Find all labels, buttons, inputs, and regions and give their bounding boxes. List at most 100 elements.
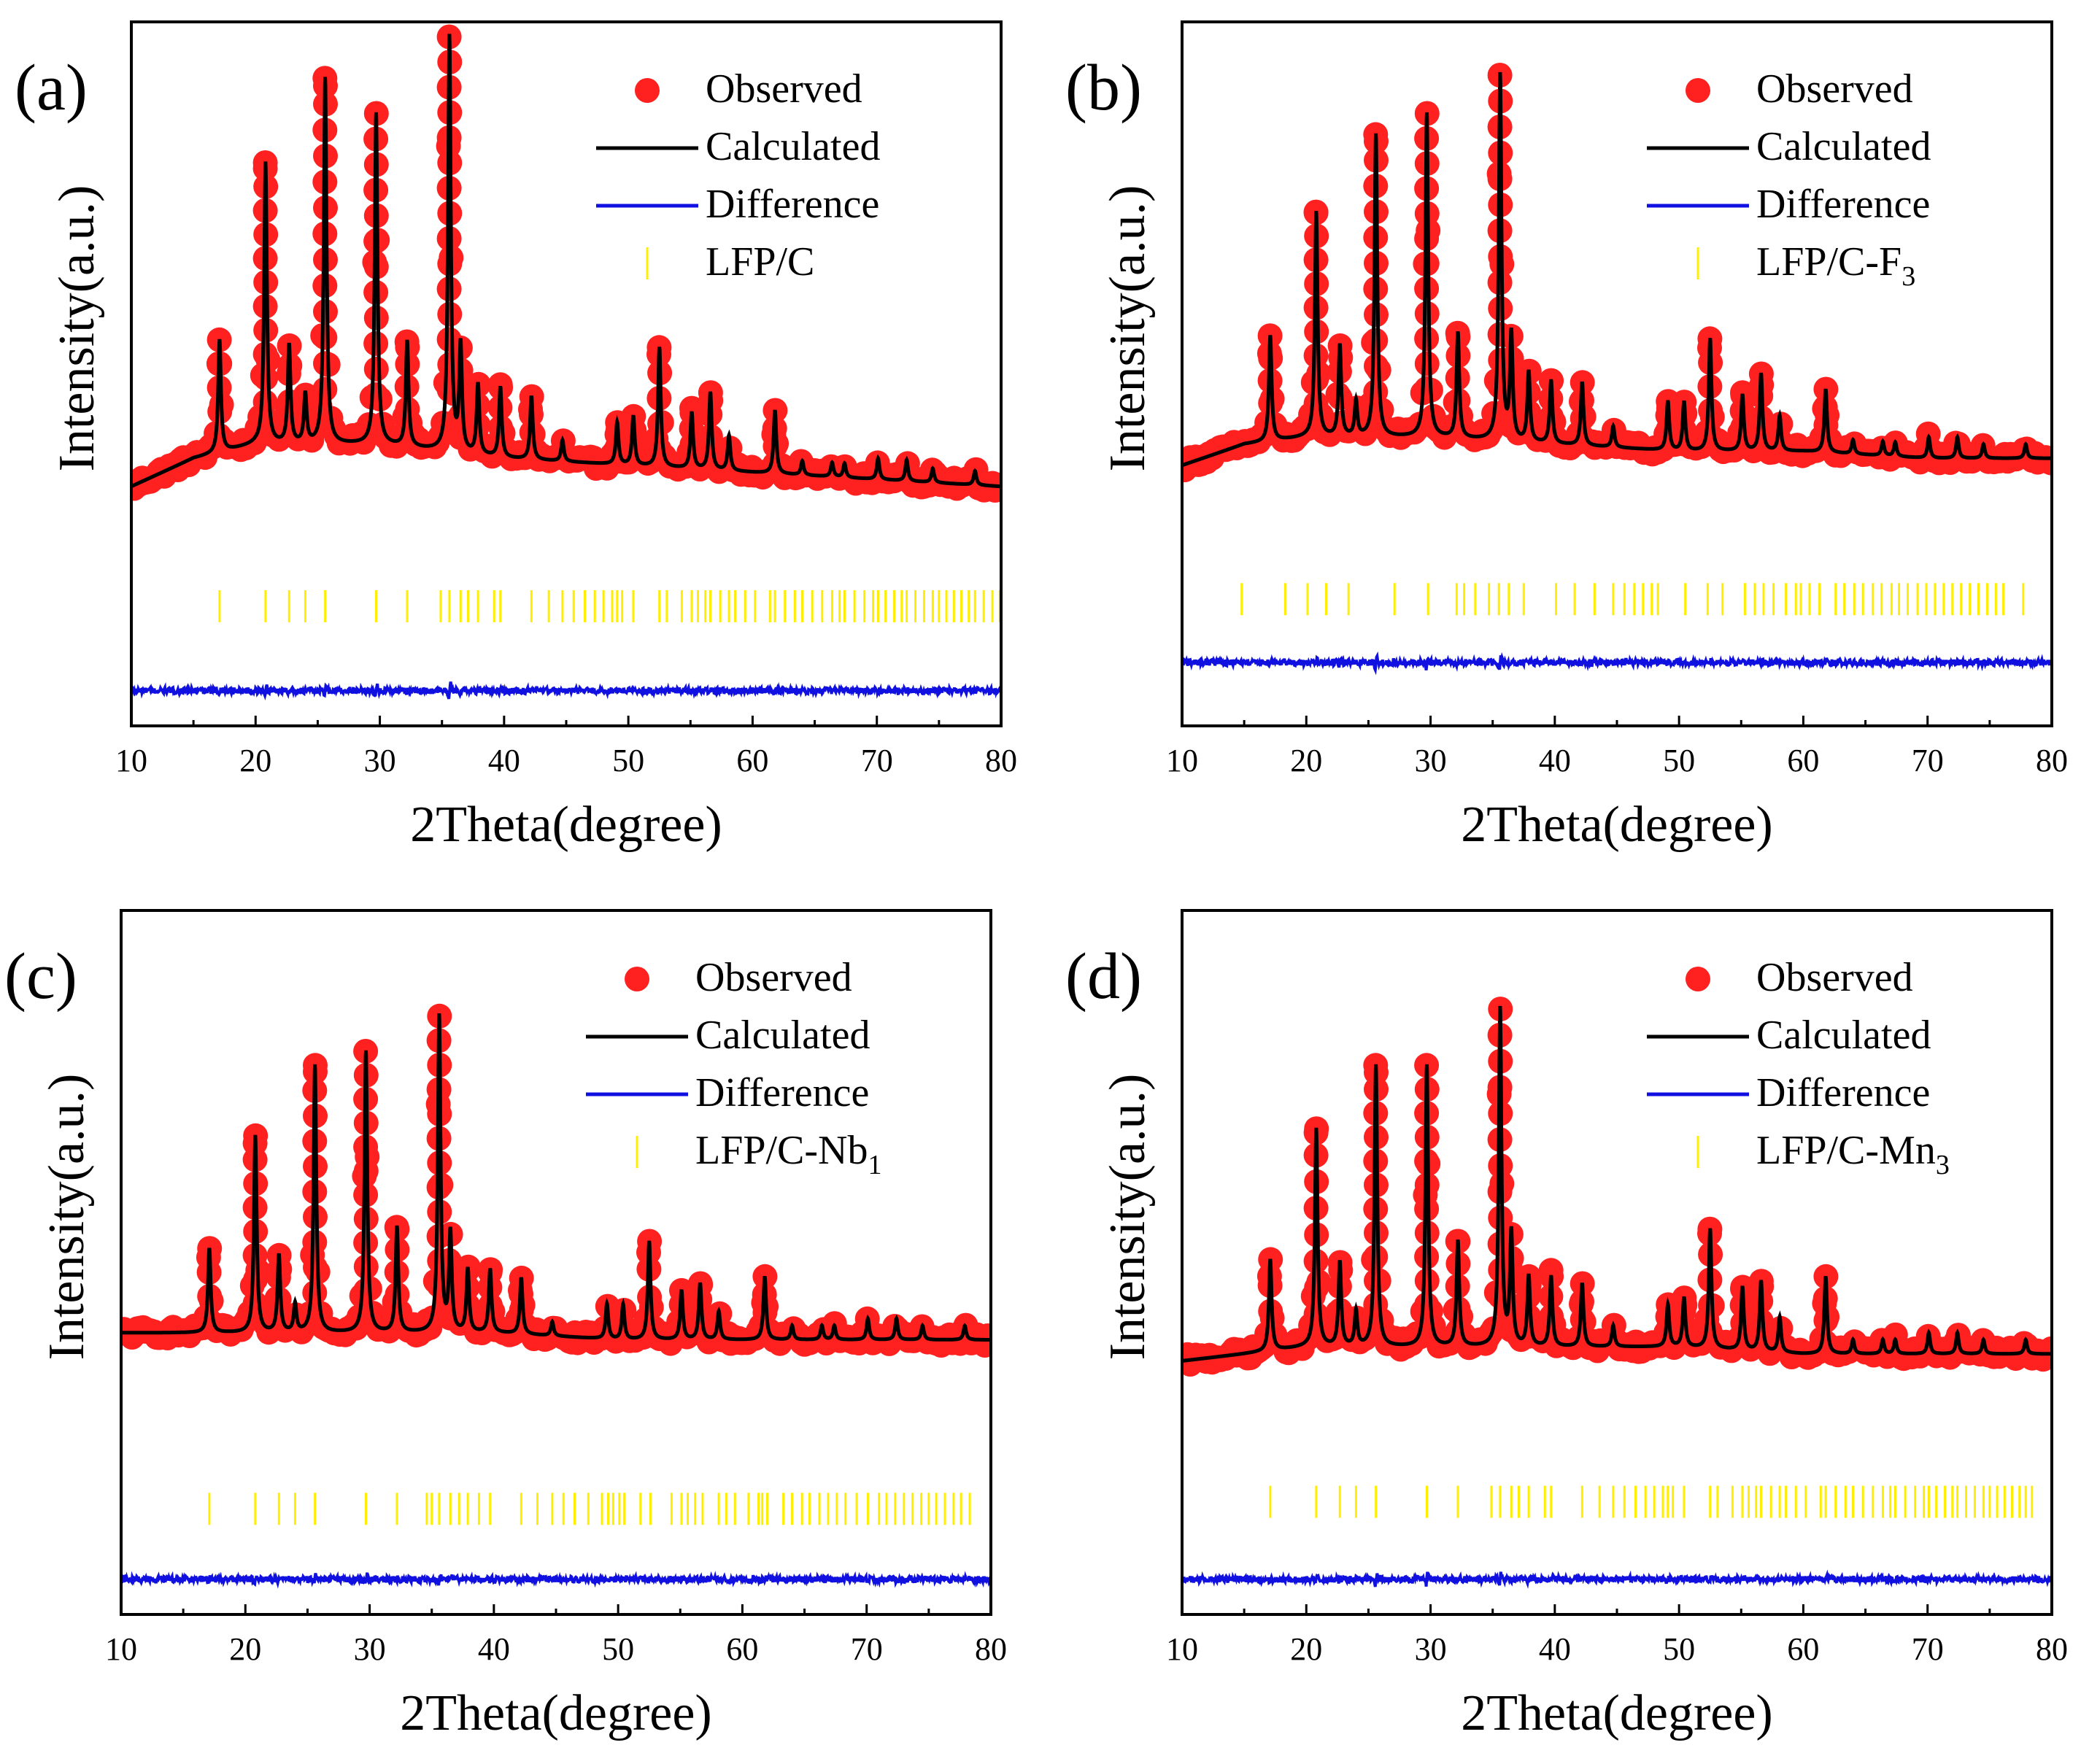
x-tick-label: 80 [985, 743, 1017, 778]
observed-point [1363, 328, 1389, 353]
x-tick-label: 30 [364, 743, 396, 778]
x-tick-label: 30 [1415, 743, 1447, 778]
observed-point [1414, 326, 1440, 352]
legend-difference-label: Difference [706, 182, 879, 227]
observed-point [363, 330, 389, 356]
observed-point [313, 299, 338, 325]
legend: Observed Calculated Difference LFP/C [596, 66, 880, 285]
observed-point [1414, 1244, 1440, 1269]
observed-point [243, 1266, 269, 1292]
x-axis-label: 2Theta(degree) [1461, 1685, 1773, 1741]
difference-curve [131, 681, 1001, 701]
observed-series [131, 24, 1001, 503]
observed-point [1445, 388, 1471, 413]
observed-point [1414, 1268, 1440, 1293]
plot-area [121, 1003, 991, 1589]
x-tick-label: 30 [354, 1631, 386, 1667]
observed-point [1363, 1244, 1389, 1269]
calculated-curve [1182, 71, 2052, 468]
legend-calculated-label: Calculated [706, 124, 880, 169]
legend-difference-label: Difference [1756, 1070, 1930, 1115]
legend: Observed Calculated Difference LFP/C-F3 [1647, 66, 1931, 292]
legend-calculated-label: Calculated [695, 1013, 870, 1058]
y-axis-label: Intensity(a.u.) [39, 1074, 95, 1361]
observed-point [353, 1254, 379, 1280]
calculated-curve [121, 1013, 991, 1342]
observed-point [303, 1255, 328, 1280]
legend-observed-label: Observed [695, 955, 852, 1000]
difference-curve [1182, 651, 2052, 676]
calculated-curve [1182, 1005, 2052, 1363]
observed-point [1445, 1296, 1471, 1321]
x-tick-label: 40 [488, 743, 520, 778]
observed-point [252, 341, 278, 367]
observed-point [1697, 422, 1723, 447]
observed-point [312, 376, 338, 402]
x-tick-label: 80 [2036, 743, 2068, 778]
calculated-curve [131, 34, 1001, 489]
legend-phase-label: LFP/C-Nb1 [695, 1128, 882, 1180]
legend-phase-label: LFP/C-Mn3 [1756, 1128, 1950, 1180]
legend: Observed Calculated Difference LFP/C-Mn3 [1647, 955, 1950, 1180]
observed-point [1363, 1292, 1389, 1318]
x-tick-label: 40 [1539, 743, 1571, 778]
legend-difference-label: Difference [1756, 182, 1930, 227]
x-tick-label: 60 [1787, 1631, 1819, 1667]
x-tick-label: 80 [2036, 1631, 2068, 1667]
observed-point [1363, 379, 1389, 405]
legend-phase-label: LFP/C [706, 239, 814, 285]
y-axis-label: Intensity(a.u.) [49, 185, 105, 472]
legend-observed-label: Observed [1756, 66, 1913, 112]
observed-point [1698, 398, 1723, 423]
observed-point [646, 436, 672, 462]
xrd-panel-d: 10 20 30 40 50 60 70 80 2Theta(degree) Intensity(… [1065, 909, 2068, 1741]
observed-point [1303, 1301, 1329, 1327]
observed-point [1414, 376, 1440, 401]
observed-point [385, 1282, 410, 1307]
panel-label: (c) [4, 940, 77, 1013]
x-tick-label: 50 [602, 1631, 634, 1667]
x-axis-label: 2Theta(degree) [1461, 797, 1773, 853]
legend-observed-marker [625, 967, 649, 991]
x-tick-label: 70 [861, 743, 893, 778]
legend: Observed Calculated Difference LFP/C-Nb1 [586, 955, 882, 1180]
x-tick-label: 60 [736, 743, 768, 778]
observed-point [242, 1291, 268, 1316]
observed-point [353, 1230, 379, 1256]
x-tick-label: 20 [1290, 743, 1322, 778]
observed-point [302, 1280, 328, 1305]
observed-point [313, 351, 338, 376]
x-tick-label: 70 [1912, 743, 1944, 778]
x-tick-label: 70 [851, 1631, 883, 1667]
observed-point [647, 411, 673, 436]
observed-point [427, 1199, 452, 1225]
observed-point [363, 382, 389, 407]
x-axis-label: 2Theta(degree) [400, 1685, 712, 1741]
x-tick-label: 30 [1415, 1631, 1447, 1667]
plot-area [1182, 997, 2052, 1589]
x-tick-label: 50 [1663, 743, 1695, 778]
panel-label: (a) [15, 52, 88, 124]
observed-point [1304, 1275, 1329, 1301]
y-axis-label: Intensity(a.u.) [1100, 1074, 1156, 1361]
observed-point [1414, 1292, 1440, 1318]
observed-point [1488, 295, 1513, 321]
x-tick-label: 10 [1166, 1631, 1198, 1667]
observed-point [1303, 343, 1329, 368]
legend-difference-label: Difference [695, 1070, 869, 1115]
difference-curve [121, 1571, 991, 1589]
x-tick-label: 20 [229, 1631, 261, 1667]
legend-observed-label: Observed [1756, 955, 1913, 1000]
legend-phase-subscript: 3 [1902, 261, 1915, 292]
plot-area [1182, 63, 2052, 676]
x-tick-label: 10 [1166, 743, 1198, 778]
legend-observed-marker [1686, 967, 1710, 991]
xrd-panel-b: 10 20 30 40 50 60 70 80 2Theta(degree) Intensity(… [1065, 20, 2068, 853]
observed-point [1303, 391, 1329, 416]
x-tick-label: 20 [239, 743, 271, 778]
xrd-panel-c: 10 20 30 40 50 60 70 80 2Theta(degree) Intensity(… [4, 909, 1007, 1741]
observed-point [253, 365, 279, 391]
legend-phase-subscript: 1 [868, 1150, 882, 1180]
legend-phase-label: LFP/C-F3 [1756, 239, 1915, 292]
